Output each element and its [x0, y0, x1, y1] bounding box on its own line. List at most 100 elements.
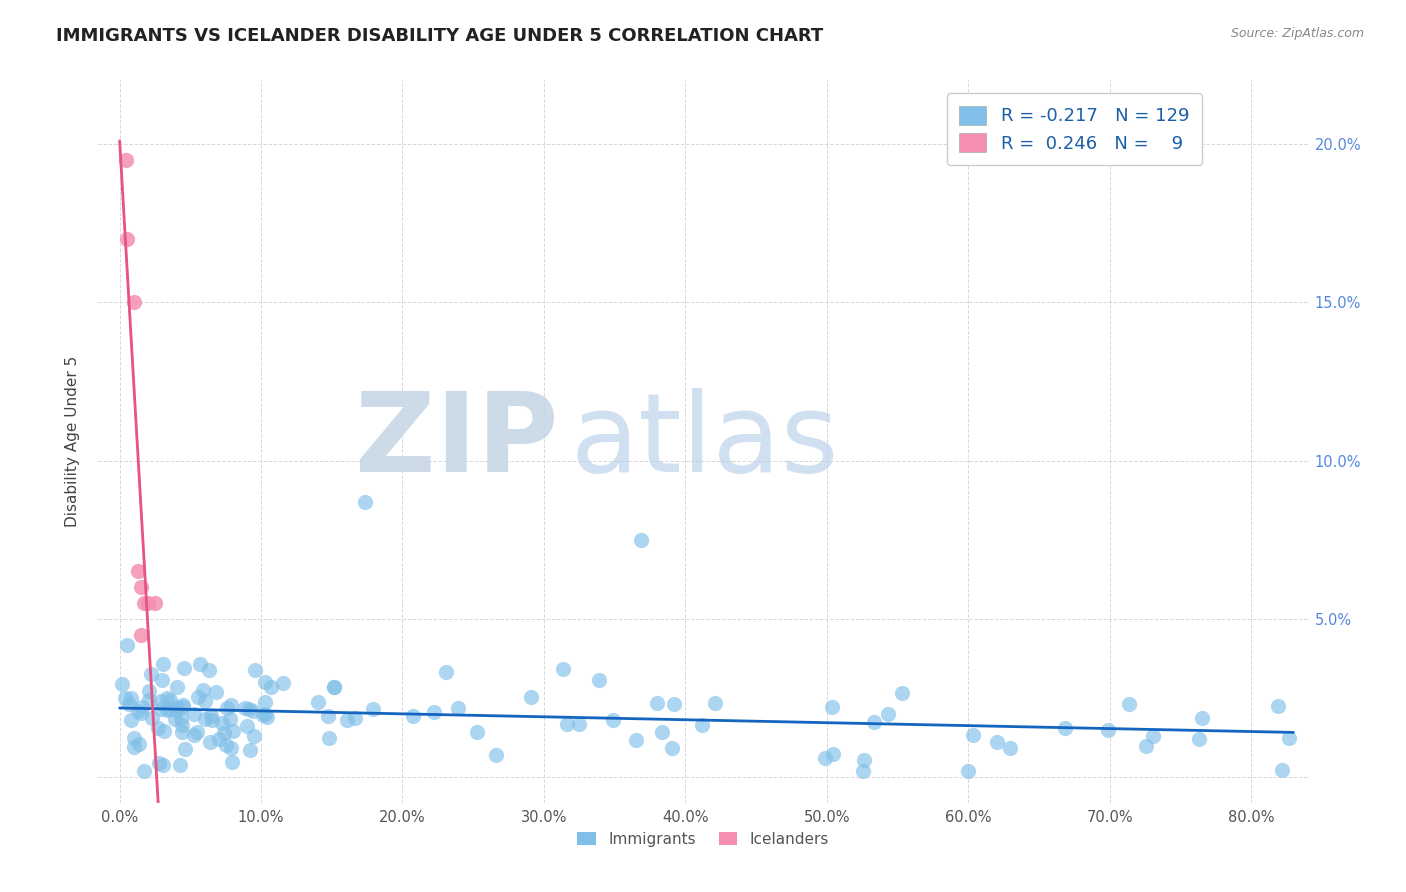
Point — [131, 700, 153, 714]
Point — [183, 706, 205, 721]
Point — [238, 701, 260, 715]
Point — [662, 697, 685, 711]
Text: IMMIGRANTS VS ICELANDER DISABILITY AGE UNDER 5 CORRELATION CHART: IMMIGRANTS VS ICELANDER DISABILITY AGE U… — [56, 27, 824, 45]
Point — [434, 665, 457, 679]
Point — [122, 731, 145, 745]
Point — [127, 704, 149, 718]
Point — [485, 747, 508, 762]
Point — [200, 735, 222, 749]
Point — [143, 596, 166, 610]
Point — [115, 638, 138, 652]
Point — [402, 708, 425, 723]
Point — [122, 295, 145, 310]
Point — [152, 757, 174, 772]
Point — [131, 706, 153, 720]
Point — [183, 728, 205, 742]
Point — [165, 712, 187, 726]
Point — [322, 680, 344, 694]
Point — [219, 741, 242, 756]
Point — [129, 628, 152, 642]
Point — [814, 750, 837, 764]
Point — [254, 674, 277, 689]
Point — [204, 685, 226, 699]
Point — [316, 709, 339, 723]
Point — [602, 714, 624, 728]
Point — [201, 713, 224, 727]
Point — [219, 698, 242, 713]
Point — [159, 693, 181, 707]
Point — [191, 682, 214, 697]
Point — [208, 732, 231, 747]
Point — [962, 728, 984, 742]
Point — [170, 711, 193, 725]
Point — [117, 232, 139, 246]
Point — [170, 724, 193, 739]
Point — [465, 725, 488, 739]
Point — [118, 697, 141, 711]
Point — [318, 731, 340, 745]
Point — [132, 596, 155, 610]
Point — [336, 713, 359, 727]
Point — [212, 726, 235, 740]
Text: atlas: atlas — [569, 388, 838, 495]
Point — [219, 712, 242, 726]
Point — [200, 709, 222, 723]
Point — [1191, 711, 1213, 725]
Point — [120, 714, 142, 728]
Text: Source: ZipAtlas.com: Source: ZipAtlas.com — [1230, 27, 1364, 40]
Point — [863, 714, 886, 729]
Point — [166, 703, 188, 717]
Point — [127, 565, 149, 579]
Point — [148, 756, 170, 770]
Point — [243, 663, 266, 677]
Y-axis label: Disability Age Under 5: Disability Age Under 5 — [65, 356, 80, 527]
Point — [998, 740, 1021, 755]
Point — [111, 677, 134, 691]
Point — [221, 755, 243, 769]
Point — [132, 764, 155, 778]
Point — [129, 580, 152, 594]
Point — [422, 706, 444, 720]
Point — [1271, 764, 1294, 778]
Point — [852, 753, 875, 767]
Point — [1142, 729, 1164, 743]
Point — [235, 719, 257, 733]
Legend: Immigrants, Icelanders: Immigrants, Icelanders — [571, 826, 835, 853]
Point — [242, 704, 264, 718]
Point — [243, 729, 266, 743]
Point — [690, 718, 713, 732]
Point — [122, 739, 145, 754]
Point — [152, 723, 174, 738]
Point — [138, 693, 160, 707]
Point — [630, 533, 652, 547]
Point — [307, 695, 329, 709]
Point — [152, 657, 174, 672]
Point — [891, 686, 914, 700]
Point — [138, 683, 160, 698]
Point — [553, 662, 575, 676]
Point — [361, 702, 384, 716]
Point — [233, 700, 256, 714]
Point — [149, 694, 172, 708]
Point — [222, 723, 245, 738]
Point — [156, 703, 179, 717]
Point — [211, 716, 233, 731]
Point — [344, 711, 367, 725]
Point — [256, 710, 278, 724]
Point — [172, 700, 194, 714]
Point — [215, 701, 238, 715]
Point — [446, 701, 468, 715]
Point — [1188, 731, 1211, 746]
Point — [141, 711, 163, 725]
Point — [166, 680, 188, 694]
Point — [877, 707, 900, 722]
Point — [568, 716, 591, 731]
Point — [186, 725, 208, 739]
Point — [260, 681, 283, 695]
Point — [852, 764, 875, 778]
Point — [1097, 723, 1119, 737]
Point — [239, 743, 262, 757]
Point — [141, 666, 163, 681]
Point — [156, 690, 179, 705]
Point — [651, 724, 673, 739]
